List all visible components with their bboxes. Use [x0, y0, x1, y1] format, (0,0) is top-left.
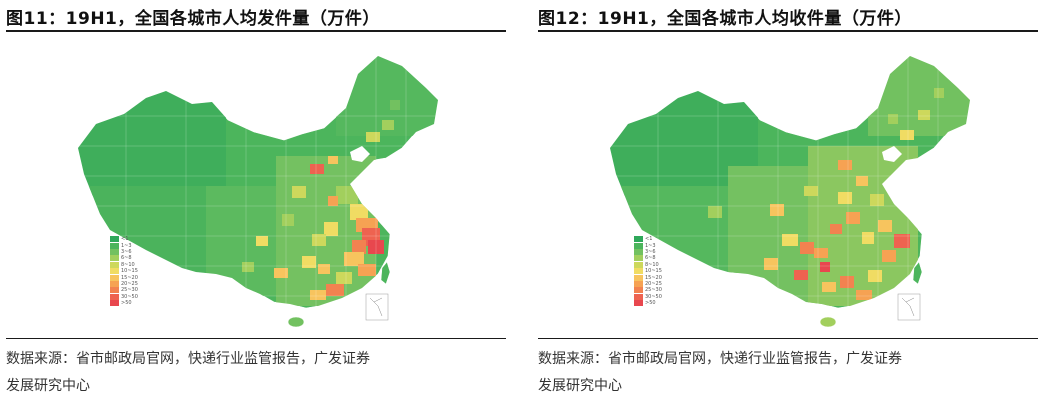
- legend-label: 3~6: [645, 248, 656, 255]
- figure-11-panel: 图11：19H1，全国各城市人均发件量（万件）: [6, 0, 516, 406]
- legend-item: <1: [634, 236, 662, 243]
- title-rule: [6, 30, 506, 32]
- legend-label: 30~50: [645, 293, 662, 300]
- source-rule: [6, 338, 506, 339]
- figure-12-title: 图12：19H1，全国各城市人均收件量（万件）: [538, 9, 912, 29]
- legend-item: 6~8: [634, 255, 662, 262]
- legend-swatch: [110, 293, 119, 300]
- legend-label: 1~3: [645, 242, 656, 249]
- china-choropleth-map-receiving: [609, 55, 971, 328]
- legend-item: 20~25: [634, 280, 662, 287]
- figure-11-legend: <1 1~3 3~6 6~8 8~10 10~15 15~20 20~25 25…: [110, 236, 138, 307]
- legend-item: 10~15: [110, 268, 138, 275]
- legend-label: 25~30: [121, 287, 138, 294]
- legend-label: 15~20: [645, 274, 662, 281]
- legend-label: >50: [645, 300, 656, 307]
- figure-12-panel: 图12：19H1，全国各城市人均收件量（万件）: [538, 0, 1046, 406]
- legend-item: 8~10: [110, 261, 138, 268]
- legend-item: 3~6: [634, 248, 662, 255]
- legend-label: 3~6: [121, 248, 132, 255]
- legend-swatch: [634, 242, 643, 249]
- china-choropleth-map-sending: [77, 55, 439, 328]
- legend-item: 1~3: [110, 242, 138, 249]
- legend-swatch: [634, 248, 643, 255]
- legend-swatch: [634, 255, 643, 262]
- legend-item: 30~50: [110, 293, 138, 300]
- legend-item: >50: [110, 300, 138, 307]
- legend-swatch: [110, 268, 119, 275]
- figure-12-map: <1 1~3 3~6 6~8 8~10 10~15 15~20 20~25 25…: [538, 36, 1038, 332]
- legend-label: 30~50: [121, 293, 138, 300]
- legend-item: 3~6: [110, 248, 138, 255]
- legend-swatch: [634, 280, 643, 287]
- legend-item: <1: [110, 236, 138, 243]
- legend-swatch: [634, 300, 643, 307]
- legend-swatch: [110, 255, 119, 262]
- title-rule: [538, 30, 1038, 32]
- legend-swatch: [634, 274, 643, 281]
- bohai-sea: [350, 146, 370, 162]
- bohai-sea: [882, 146, 902, 162]
- legend-label: 6~8: [645, 255, 656, 262]
- legend-label: 15~20: [121, 274, 138, 281]
- legend-item: 6~8: [110, 255, 138, 262]
- south-china-sea-inset: [365, 293, 389, 321]
- figure-12-source: 数据来源：省市邮政局官网，快递行业监管报告，广发证券 发展研究中心: [538, 346, 1038, 400]
- legend-label: 20~25: [645, 280, 662, 287]
- legend-swatch: [110, 242, 119, 249]
- legend-label: >50: [121, 300, 132, 307]
- figure-11-source: 数据来源：省市邮政局官网，快递行业监管报告，广发证券 发展研究中心: [6, 346, 506, 400]
- legend-label: <1: [645, 236, 653, 243]
- legend-swatch: [110, 236, 119, 243]
- legend-label: 8~10: [121, 261, 135, 268]
- legend-item: 30~50: [634, 293, 662, 300]
- legend-swatch: [110, 274, 119, 281]
- south-china-sea-inset: [897, 293, 921, 321]
- hainan-island: [287, 316, 305, 328]
- legend-swatch: [634, 293, 643, 300]
- legend-label: 25~30: [645, 287, 662, 294]
- legend-label: 10~15: [645, 268, 662, 275]
- hainan-island: [819, 316, 837, 328]
- source-line-2: 发展研究中心: [6, 378, 90, 394]
- legend-item: 15~20: [110, 274, 138, 281]
- legend-item: >50: [634, 300, 662, 307]
- legend-swatch: [634, 268, 643, 275]
- legend-item: 8~10: [634, 261, 662, 268]
- source-line-2: 发展研究中心: [538, 378, 622, 394]
- figure-11-map: <1 1~3 3~6 6~8 8~10 10~15 15~20 20~25 25…: [6, 36, 506, 332]
- source-rule: [538, 338, 1038, 339]
- legend-item: 1~3: [634, 242, 662, 249]
- legend-item: 10~15: [634, 268, 662, 275]
- legend-swatch: [110, 261, 119, 268]
- legend-swatch: [110, 248, 119, 255]
- legend-item: 15~20: [634, 274, 662, 281]
- legend-item: 25~30: [110, 287, 138, 294]
- legend-swatch: [634, 236, 643, 243]
- legend-label: <1: [121, 236, 129, 243]
- figure-11-title: 图11：19H1，全国各城市人均发件量（万件）: [6, 9, 380, 29]
- legend-label: 10~15: [121, 268, 138, 275]
- legend-label: 1~3: [121, 242, 132, 249]
- source-line-1: 数据来源：省市邮政局官网，快递行业监管报告，广发证券: [6, 351, 370, 367]
- taiwan-island: [912, 261, 923, 285]
- legend-label: 20~25: [121, 280, 138, 287]
- legend-swatch: [110, 287, 119, 294]
- legend-swatch: [634, 287, 643, 294]
- legend-item: 25~30: [634, 287, 662, 294]
- legend-label: 8~10: [645, 261, 659, 268]
- source-line-1: 数据来源：省市邮政局官网，快递行业监管报告，广发证券: [538, 351, 902, 367]
- taiwan-island: [380, 261, 391, 285]
- legend-swatch: [110, 300, 119, 307]
- legend-swatch: [110, 280, 119, 287]
- legend-label: 6~8: [121, 255, 132, 262]
- legend-swatch: [634, 261, 643, 268]
- legend-item: 20~25: [110, 280, 138, 287]
- figure-12-legend: <1 1~3 3~6 6~8 8~10 10~15 15~20 20~25 25…: [634, 236, 662, 307]
